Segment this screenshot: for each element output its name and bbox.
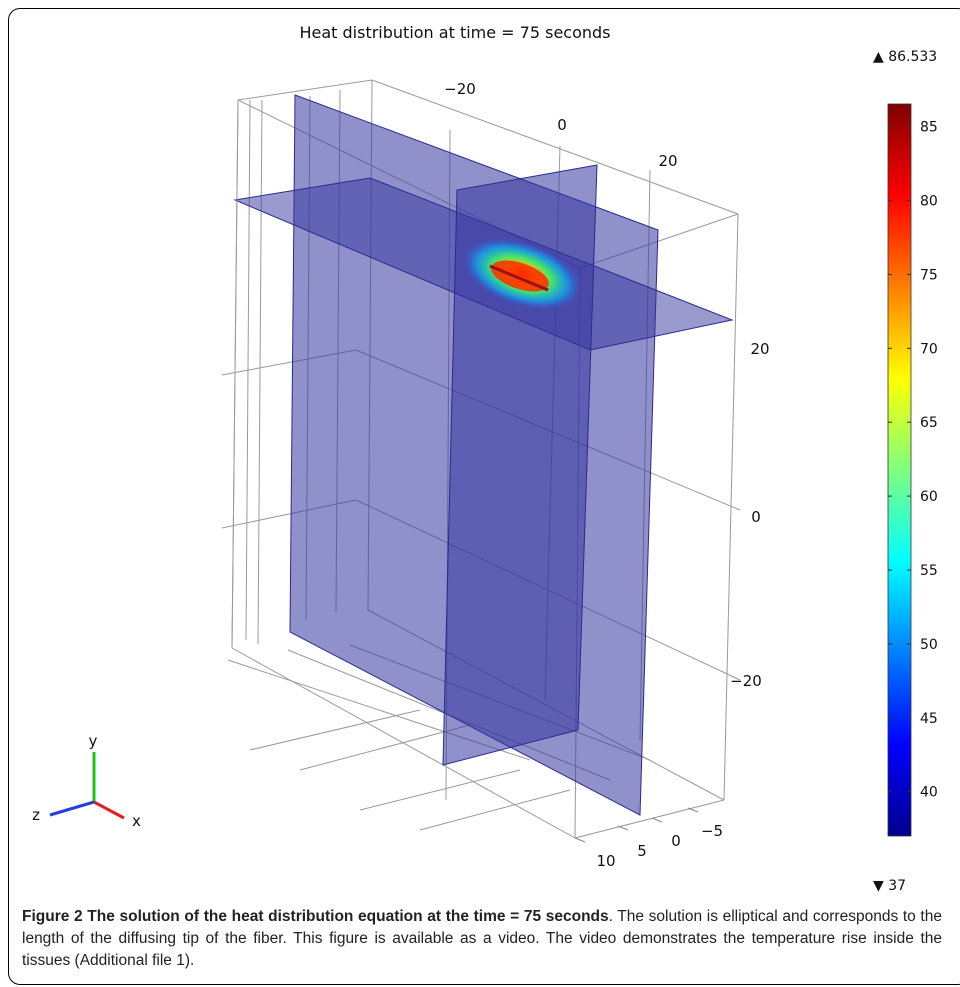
top-tick-1: −20: [444, 80, 476, 98]
slice-yz: [442, 164, 598, 766]
colorbar-tick-label: 75: [920, 267, 938, 283]
caption-label: Figure 2: [22, 908, 83, 925]
colorbar-tick-label: 45: [920, 711, 938, 727]
plot-title: Heat distribution at time = 75 seconds: [299, 23, 610, 42]
axis-tick-labels: −20 0 20 20 0 −20 10 5 0 −5: [444, 80, 769, 870]
right-tick-1: 20: [750, 340, 769, 358]
colorbar-ticks: 85 80 75 70 65 60 55 50 45 40: [888, 120, 938, 801]
colorbar-tick-label: 85: [920, 120, 938, 136]
right-tick-3: −20: [730, 672, 762, 690]
triad-y-label: y: [89, 732, 98, 750]
axis-triad: y x z: [32, 732, 141, 830]
triad-z-axis: [49, 800, 95, 817]
heat-hotspot: [462, 238, 582, 310]
bottom-tick-1: 10: [596, 852, 615, 870]
right-tick-2: 0: [751, 508, 761, 526]
bottom-tick-3: 0: [671, 832, 681, 850]
triad-z-label: z: [32, 806, 40, 824]
colorbar-tick-label: 70: [920, 341, 938, 357]
figure-frame: [8, 8, 960, 985]
top-tick-3: 20: [658, 152, 677, 170]
colorbar: ▲ 86.533 85 80 75 70 65 60 55 50 45 40 ▼ 37: [873, 49, 938, 894]
caption-title: The solution of the heat distribution eq…: [87, 908, 609, 925]
colorbar-tick-label: 50: [920, 637, 938, 653]
colorbar-max-label: ▲ 86.533: [873, 49, 937, 65]
slice-planes: [233, 94, 734, 816]
bottom-tick-4: −5: [701, 822, 723, 840]
bottom-tick-2: 5: [637, 842, 647, 860]
caption-text: . The solution is elliptical and corresp…: [22, 908, 942, 969]
top-tick-2: 0: [557, 116, 567, 134]
figure-caption: Figure 2 The solution of the heat distri…: [22, 906, 942, 972]
colorbar-tick-label: 60: [920, 489, 938, 505]
colorbar-bar: [887, 103, 912, 837]
triad-x-axis: [93, 800, 125, 820]
heat-plot: Heat distribution at time = 75 seconds: [32, 23, 938, 894]
colorbar-tick-label: 40: [920, 785, 938, 801]
triad-x-label: x: [132, 812, 141, 830]
colorbar-tick-label: 55: [920, 563, 938, 579]
colorbar-min-label: ▼ 37: [873, 878, 906, 894]
colorbar-tick-label: 65: [920, 415, 938, 431]
colorbar-tick-label: 80: [920, 194, 938, 210]
